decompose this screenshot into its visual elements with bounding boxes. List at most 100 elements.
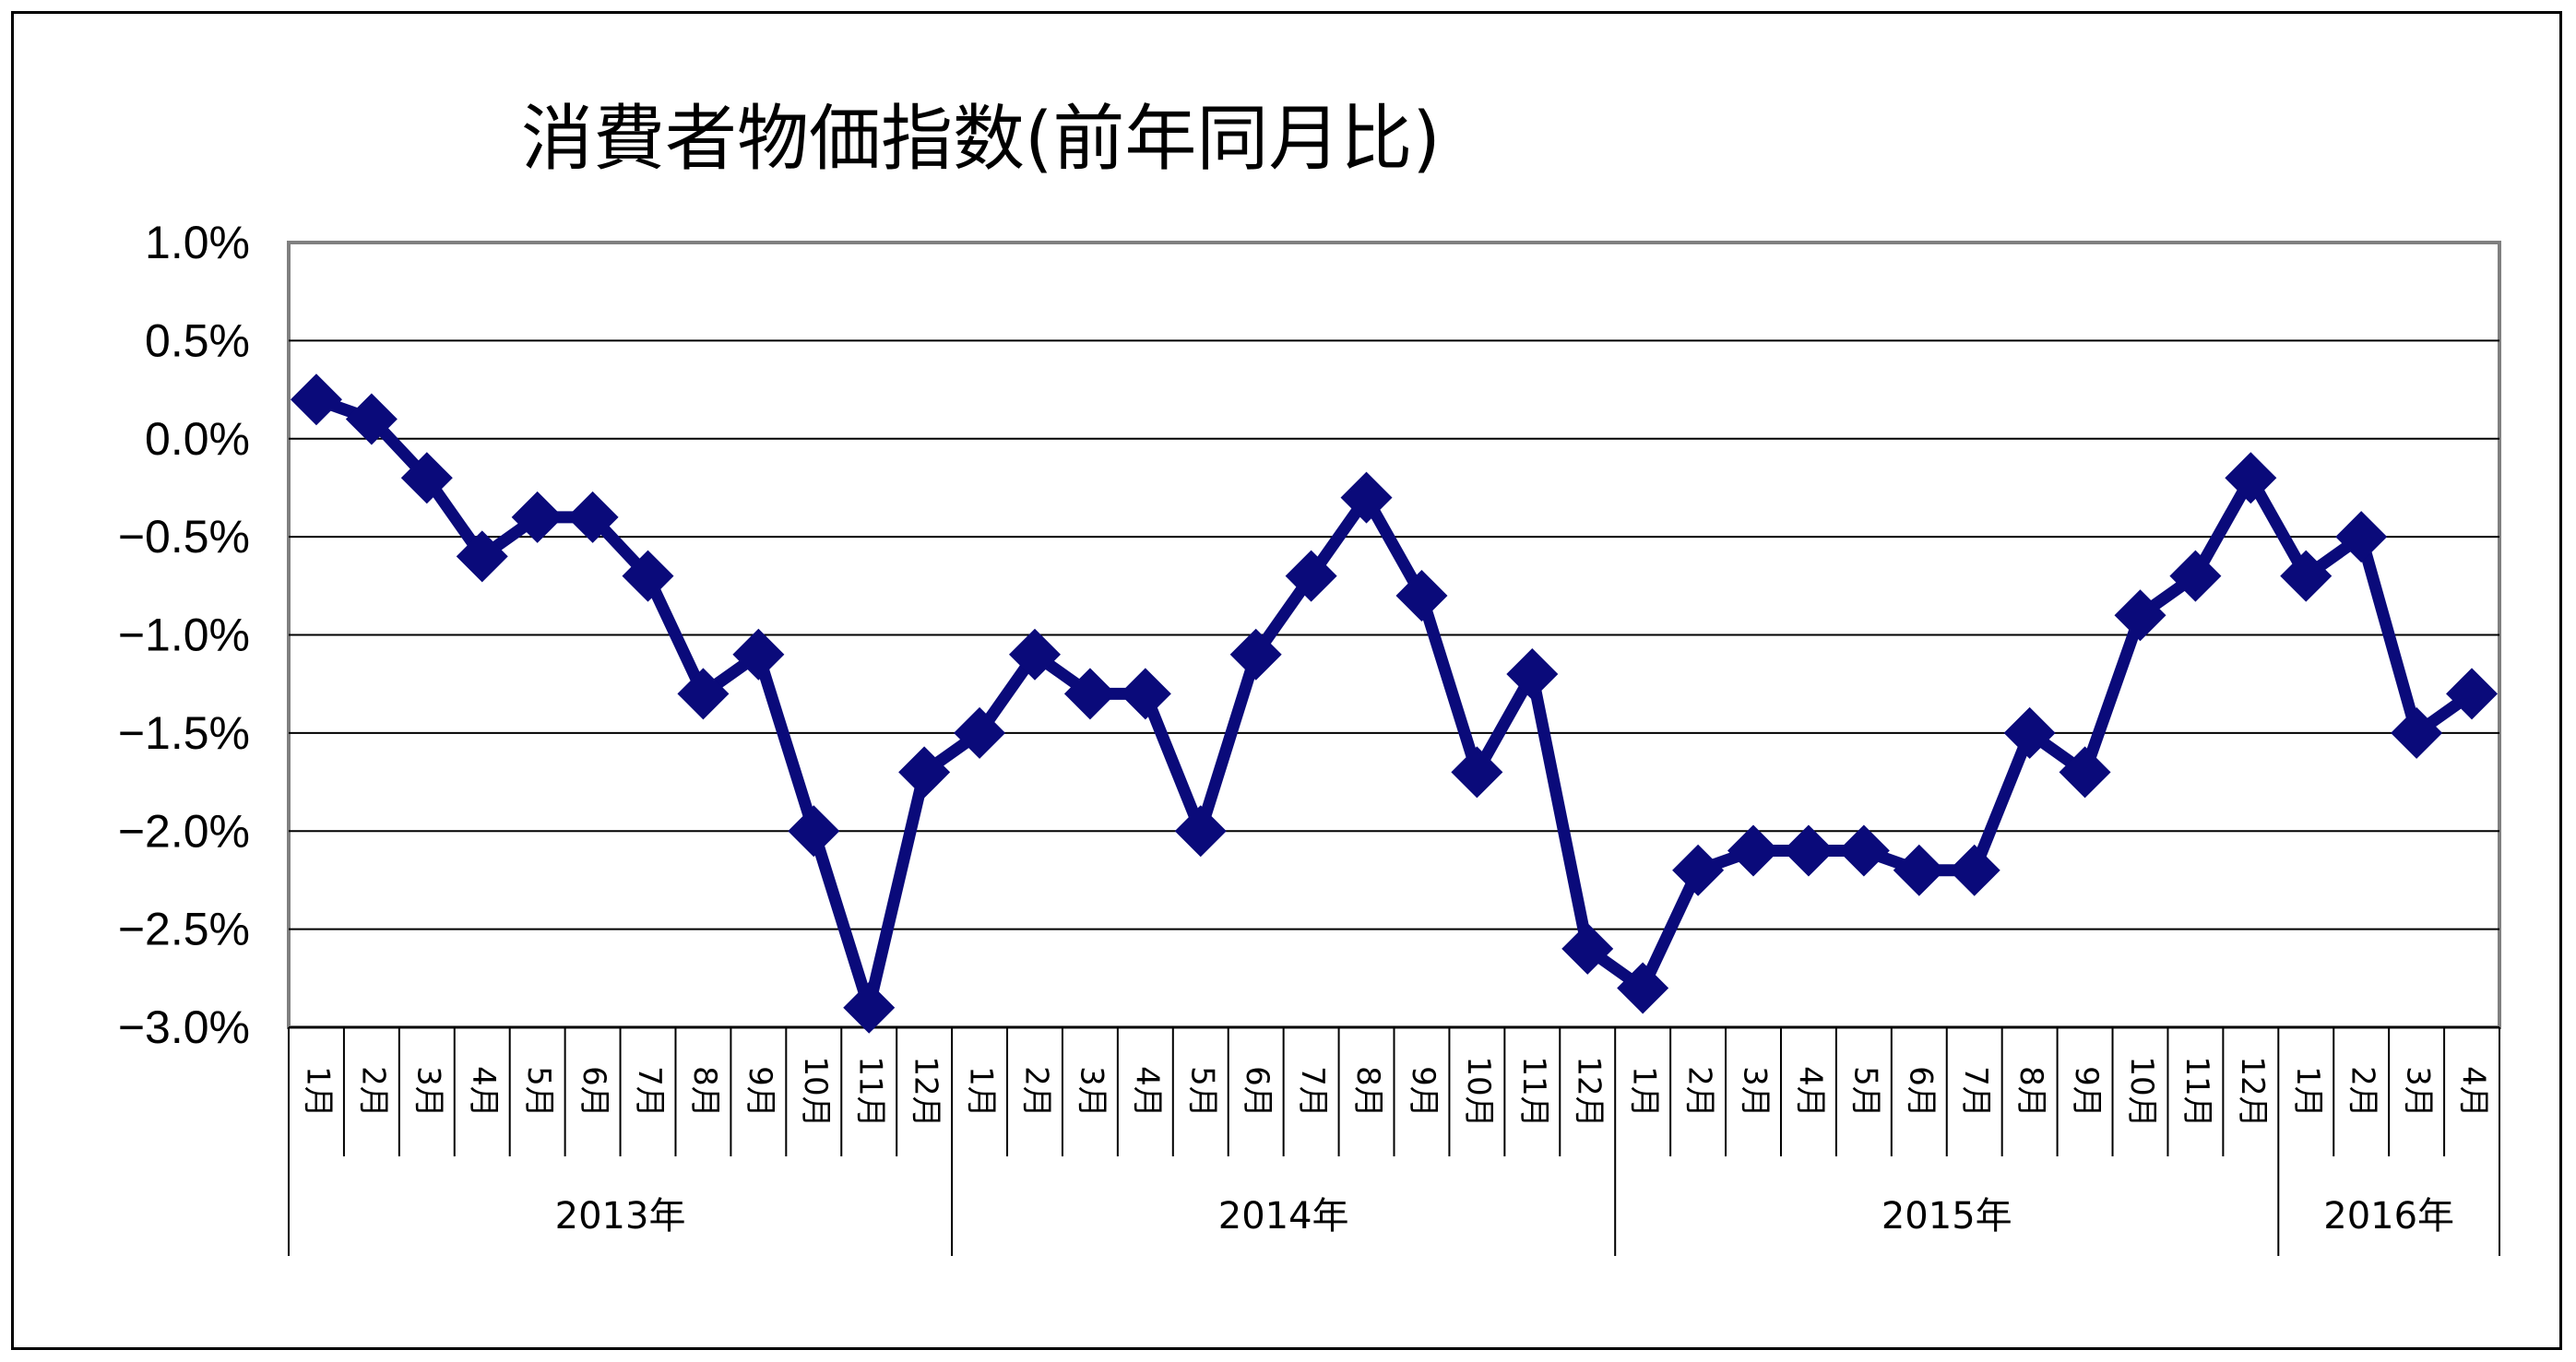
x-tick-label: 12月: [1571, 1056, 1608, 1127]
data-point: [1119, 668, 1171, 720]
data-point: [456, 530, 508, 583]
data-point: [511, 491, 564, 543]
x-tick-label: 4月: [2455, 1066, 2492, 1118]
data-point: [2391, 706, 2443, 759]
x-axis: 1月 2月 3月 4月 5月 6月 7月 8月 9月 10月 11月 12月 1月 2月 3月 4月 5月 6月 7…: [288, 1026, 2500, 1256]
x-tick-label: 7月: [631, 1066, 668, 1118]
data-point: [1395, 569, 1448, 622]
x-year-label: 2016年: [2323, 1195, 2454, 1238]
x-tick-label: 1月: [299, 1066, 336, 1118]
data-point: [1174, 805, 1227, 858]
y-tick-label: −2.5%: [118, 904, 250, 955]
data-point: [788, 805, 840, 858]
x-tick-label: 9月: [742, 1066, 778, 1118]
data-point: [843, 981, 896, 1034]
y-axis-tick-labels: 1.0% 0.5% 0.0% −0.5% −1.0% −1.5% −2.0% −2.5% −3.…: [118, 217, 250, 1053]
x-tick-label: 4月: [465, 1066, 502, 1118]
x-tick-label: 2月: [354, 1066, 391, 1118]
data-point: [1561, 922, 1614, 975]
data-point: [400, 452, 453, 504]
data-point: [2169, 550, 2222, 602]
data-point: [1229, 628, 1282, 681]
x-year-label: 2015年: [1882, 1195, 2012, 1238]
data-point: [1506, 648, 1559, 701]
data-point: [566, 491, 619, 543]
x-tick-label: 9月: [2068, 1066, 2105, 1118]
data-point: [2335, 511, 2388, 563]
series-line: [314, 394, 2475, 1014]
data-point: [954, 706, 1006, 759]
data-point: [2059, 746, 2111, 799]
x-tick-label: 1月: [1626, 1066, 1663, 1118]
x-tick-label: 7月: [1294, 1066, 1331, 1118]
x-tick-label: 4月: [1791, 1066, 1828, 1118]
grid-lines: [287, 241, 2501, 1029]
x-tick-label: 2月: [2345, 1066, 2381, 1118]
data-point: [1837, 824, 1890, 877]
x-tick-label: 9月: [1405, 1066, 1442, 1118]
data-series: [290, 373, 2499, 1034]
data-point: [1285, 550, 1337, 602]
data-point: [290, 373, 342, 426]
data-point: [1948, 844, 2000, 896]
x-tick-label: 3月: [1073, 1066, 1110, 1118]
x-tick-label: 6月: [1902, 1066, 1939, 1118]
data-point: [622, 550, 674, 602]
data-point: [677, 668, 730, 720]
x-tick-label: 12月: [908, 1056, 944, 1127]
x-tick-label: 7月: [1957, 1066, 1994, 1118]
x-tick-label: 1月: [963, 1066, 1000, 1118]
data-point: [1008, 628, 1061, 681]
chart-title: 消費者物価指数(前年同月比): [521, 98, 1441, 181]
x-tick-label: 3月: [1737, 1066, 1774, 1118]
y-tick-label: −1.5%: [118, 707, 250, 759]
data-point: [2225, 452, 2277, 504]
x-tick-label: 5月: [520, 1066, 557, 1118]
y-tick-label: −0.5%: [118, 511, 250, 563]
x-tick-label: 10月: [2123, 1056, 2160, 1127]
y-tick-label: −2.0%: [118, 805, 250, 857]
x-tick-label: 12月: [2234, 1056, 2271, 1127]
x-tick-label: 4月: [1128, 1066, 1165, 1118]
data-point: [1727, 824, 1780, 877]
data-point: [1782, 824, 1834, 877]
x-tick-label: 8月: [686, 1066, 723, 1118]
data-point: [1063, 668, 1116, 720]
x-tick-label: 11月: [1515, 1056, 1552, 1127]
x-tick-label: 8月: [2012, 1066, 2049, 1118]
chart-frame: 消費者物価指数(前年同月比) 1.0% 0.5% 0.0% −0.5% −1.0% −1.…: [11, 11, 2562, 1350]
x-tick-label: 5月: [1183, 1066, 1220, 1118]
chart-canvas: 消費者物価指数(前年同月比) 1.0% 0.5% 0.0% −0.5% −1.0% −1.…: [118, 98, 2501, 1256]
data-point: [2114, 589, 2166, 642]
y-tick-label: −1.0%: [118, 610, 250, 661]
x-tick-label: 1月: [2289, 1066, 2326, 1118]
y-tick-label: 0.0%: [145, 413, 250, 465]
x-tick-label: 11月: [2178, 1056, 2215, 1127]
x-tick-label: 2月: [1681, 1066, 1718, 1118]
data-point: [898, 746, 951, 799]
y-tick-label: 1.0%: [145, 217, 250, 268]
data-point: [1893, 844, 1945, 896]
y-tick-label: −3.0%: [118, 1001, 250, 1053]
x-tick-label: 3月: [2400, 1066, 2437, 1118]
x-tick-label: 6月: [1239, 1066, 1276, 1118]
x-tick-label: 11月: [852, 1056, 889, 1127]
x-tick-label: 3月: [410, 1066, 446, 1118]
x-year-label: 2013年: [555, 1195, 686, 1238]
x-tick-label: 6月: [576, 1066, 612, 1118]
y-tick-label: 0.5%: [145, 314, 250, 366]
data-point: [2003, 706, 2056, 759]
x-tick-label: 10月: [797, 1056, 834, 1127]
x-year-label: 2014年: [1218, 1195, 1349, 1238]
data-point: [1451, 746, 1503, 799]
data-point: [732, 628, 785, 681]
data-point: [345, 393, 398, 445]
x-tick-label: 2月: [1017, 1066, 1054, 1118]
x-tick-label: 8月: [1349, 1066, 1386, 1118]
x-tick-label: 5月: [1846, 1066, 1883, 1118]
data-point: [2280, 550, 2333, 602]
data-point: [1672, 844, 1725, 896]
data-point: [1340, 471, 1393, 524]
data-point: [1617, 962, 1669, 1014]
x-tick-label: 10月: [1460, 1056, 1497, 1127]
